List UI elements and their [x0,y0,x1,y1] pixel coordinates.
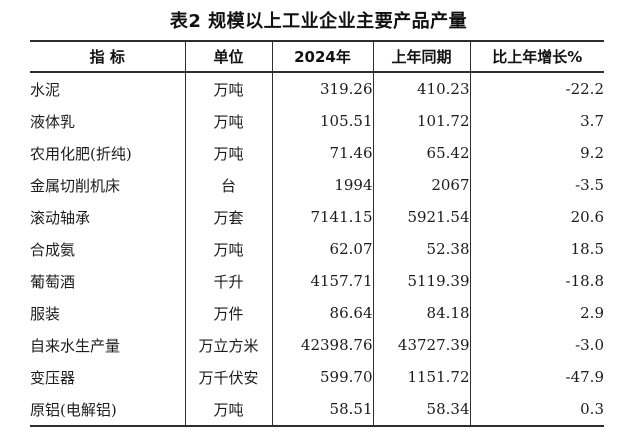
unit-cell: 万立方米 [185,329,273,361]
products-table: 指 标单位 2024年 上年同期 比上年增长% 水泥 万吨 319.26 410.23 -22… [30,40,604,427]
value-cell: 105.51 [272,105,374,137]
indicator-cell: 葡萄酒 [30,265,186,297]
table-body: 水泥 万吨 319.26 410.23 -22.2 液体乳 万吨 105.51 101.72 3.… [30,72,604,426]
indicator-cell: 滚动轴承 [30,201,186,233]
value-cell: 0.3 [580,400,604,418]
value-cell: -3.5 [575,176,604,194]
unit-cell: 万吨 [185,393,273,426]
column-header-3: 上年同期 [373,41,471,73]
column-header-4: 比上年增长% [470,41,604,73]
table-title: 表2 规模以上工业企业主要产品产量 [169,11,468,32]
value-cell: 62.07 [272,233,374,265]
indicator-cell: 服装 [30,297,186,329]
table-row: 农用化肥(折纯) 万吨 71.46 65.42 9.2 [30,137,604,169]
value-cell: 9.2 [580,144,604,162]
value-cell: 52.38 [373,233,471,265]
indicator-cell: 自来水生产量 [30,329,186,361]
indicator-cell: 原铝(电解铝) [30,393,186,426]
value-cell: -47.9 [565,368,604,386]
value-cell: 71.46 [272,137,374,169]
column-header-2: 2024年 [272,41,374,73]
table-row: 变压器 万千伏安 599.70 1151.72 -47.9 [30,361,604,393]
value-cell: 2067 [373,169,471,201]
indicator-cell: 农用化肥(折纯) [30,137,186,169]
value-cell: 43727.39 [373,329,471,361]
value-cell: 65.42 [373,137,471,169]
value-cell: 3.7 [580,112,604,130]
column-header-1: 单位 [185,41,273,73]
value-cell: 7141.15 [272,201,374,233]
value-cell: 84.18 [373,297,471,329]
indicator-cell: 水泥 [30,72,186,105]
value-cell: 20.6 [570,208,604,226]
value-cell: 101.72 [373,105,471,137]
value-cell: -22.2 [565,80,604,98]
value-cell: 599.70 [272,361,374,393]
header-row: 指 标单位 2024年 上年同期 比上年增长% [30,41,604,73]
value-cell: 18.5 [570,240,604,258]
indicator-cell: 金属切削机床 [30,169,186,201]
value-cell: 86.64 [272,297,374,329]
value-cell: 1994 [272,169,374,201]
column-header-0: 指 标 [30,41,186,73]
value-cell: 5921.54 [373,201,471,233]
value-cell: 5119.39 [373,265,471,297]
table-row: 服装 万件 86.64 84.18 2.9 [30,297,604,329]
value-cell: 1151.72 [373,361,471,393]
unit-cell: 千升 [185,265,273,297]
indicator-cell: 合成氨 [30,233,186,265]
indicator-cell: 液体乳 [30,105,186,137]
value-cell: 410.23 [373,72,471,105]
unit-cell: 万吨 [185,105,273,137]
indicator-cell: 变压器 [30,361,186,393]
table-row: 原铝(电解铝) 万吨 58.51 58.34 0.3 [30,393,604,426]
table-row: 自来水生产量 万立方米 42398.76 43727.39 -3.0 [30,329,604,361]
unit-cell: 万吨 [185,233,273,265]
table-row: 滚动轴承 万套 7141.15 5921.54 20.6 [30,201,604,233]
value-cell: -18.8 [565,272,604,290]
table-row: 合成氨 万吨 62.07 52.38 18.5 [30,233,604,265]
unit-cell: 万千伏安 [185,361,273,393]
unit-cell: 台 [185,169,273,201]
unit-cell: 万件 [185,297,273,329]
value-cell: 319.26 [272,72,374,105]
unit-cell: 万吨 [185,137,273,169]
value-cell: -3.0 [575,336,604,354]
unit-cell: 万套 [185,201,273,233]
table-row: 水泥 万吨 319.26 410.23 -22.2 [30,72,604,105]
value-cell: 2.9 [580,304,604,322]
table-row: 金属切削机床台 1994 2067 -3.5 [30,169,604,201]
unit-cell: 万吨 [185,72,273,105]
value-cell: 4157.71 [272,265,374,297]
value-cell: 58.51 [272,393,374,426]
value-cell: 42398.76 [272,329,374,361]
value-cell: 58.34 [373,393,471,426]
table-row: 葡萄酒 千升 4157.71 5119.39 -18.8 [30,265,604,297]
table-row: 液体乳 万吨 105.51 101.72 3.7 [30,105,604,137]
table-header: 指 标单位 2024年 上年同期 比上年增长% [30,41,604,73]
